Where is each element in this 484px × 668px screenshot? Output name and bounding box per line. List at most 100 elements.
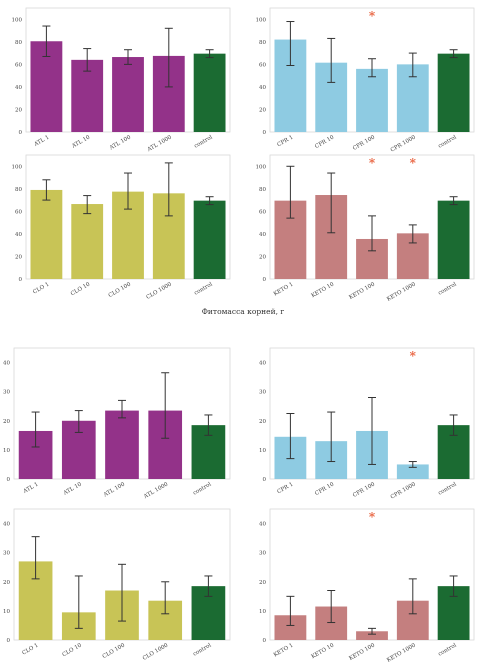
chart-panel: 0 20 40 60 80 100 CPR 1 CPR 10 CPR 100 CPR 1000 co… [256,7,475,154]
x-tick-label: control [437,134,457,149]
y-tick-label: 40 [15,232,22,238]
y-tick-label: 10 [259,609,266,615]
y-tick-label: 30 [3,551,10,557]
y-tick-label: 60 [259,209,266,215]
x-tick-label: CPR 1 [276,482,294,496]
y-tick-label: 100 [256,164,267,170]
y-tick-label: 0 [263,638,267,644]
x-tick-label: control [437,281,457,296]
y-tick-label: 100 [256,17,267,23]
chart-panel: 0 10 20 30 40 CLO 1 CLO 10 CLO 100 CLO 1000 contr… [3,508,231,662]
bar [356,68,388,132]
bar [437,53,470,133]
y-tick-label: 30 [3,390,10,396]
bar [71,59,104,132]
y-tick-label: 100 [12,164,23,170]
bar [396,464,429,479]
x-tick-label: CLO 1000 [145,281,173,301]
x-tick-label: control [193,134,213,149]
section-title: Фитомасса корней, г [202,307,285,316]
x-tick-label: CPR 10 [314,481,335,497]
x-tick-label: KETO 1 [273,643,295,659]
y-tick-label: 20 [15,107,22,113]
significance-star: * [410,156,417,170]
y-tick-label: 10 [3,609,10,615]
chart-panel: 0 20 40 60 80 100 CLO 1 CLO 10 CLO 100 CLO 1000 co… [12,154,231,301]
bar [112,57,144,132]
y-tick-label: 30 [259,390,266,396]
bar [30,189,63,279]
y-tick-label: 40 [3,361,10,367]
y-tick-label: 40 [259,85,266,91]
y-tick-label: 20 [259,419,266,425]
x-tick-label: ATL 10 [70,134,91,150]
y-tick-label: 20 [3,419,10,425]
x-tick-label: CLO 1 [21,643,39,657]
x-tick-label: CPR 1000 [390,134,418,153]
x-tick-label: KETO 100 [348,281,376,301]
y-tick-label: 20 [259,580,266,586]
x-tick-label: control [437,481,457,496]
x-tick-label: control [437,642,457,657]
chart-panel: 0 20 40 60 80 100 ATL 1 ATL 10 ATL 100 ATL 1000 co… [12,7,231,154]
y-tick-label: 30 [259,551,266,557]
chart-panel: 0 20 40 60 80 100 KETO 1 KETO 10 KETO 100 KETO 10… [256,154,475,303]
y-tick-label: 80 [259,187,266,193]
y-tick-label: 0 [263,277,267,283]
x-tick-label: KETO 1 [273,282,295,298]
x-tick-label: ATL 1 [22,482,40,496]
x-tick-label: CPR 1000 [390,481,418,500]
x-tick-label: CLO 10 [70,281,92,297]
bar [437,200,470,279]
x-tick-label: ATL 100 [108,134,132,152]
y-tick-label: 60 [15,209,22,215]
x-tick-label: ATL 1000 [142,481,169,500]
y-tick-label: 40 [259,522,266,528]
x-tick-label: CLO 1000 [142,642,170,662]
y-tick-label: 60 [259,62,266,68]
y-tick-label: 20 [15,254,22,260]
x-tick-label: control [192,642,212,657]
chart-panel: 0 10 20 30 40 KETO 1 KETO 10 KETO 100 KETO 1000 c… [259,508,475,664]
y-tick-label: 40 [3,522,10,528]
y-tick-label: 60 [15,62,22,68]
x-tick-label: ATL 100 [102,481,126,499]
significance-star: * [369,156,376,170]
y-tick-label: 40 [259,361,266,367]
x-tick-label: CLO 100 [108,281,133,299]
y-tick-label: 80 [15,187,22,193]
x-tick-label: KETO 10 [310,281,335,299]
y-tick-label: 100 [12,17,23,23]
significance-star: * [369,9,376,23]
x-tick-label: CLO 1 [32,282,50,296]
y-tick-label: 0 [7,638,11,644]
x-tick-label: KETO 1000 [386,281,417,302]
y-tick-label: 0 [7,477,11,483]
y-tick-label: 20 [259,254,266,260]
y-tick-label: 10 [259,448,266,454]
y-tick-label: 40 [259,232,266,238]
y-tick-label: 20 [3,580,10,586]
x-tick-label: CLO 100 [102,642,127,660]
bar [105,410,139,479]
x-tick-label: CPR 100 [352,134,376,152]
y-tick-label: 80 [259,40,266,46]
bar [71,204,104,279]
y-tick-label: 0 [263,477,267,483]
y-tick-label: 0 [19,130,23,136]
y-tick-label: 80 [15,40,22,46]
y-tick-label: 40 [15,85,22,91]
chart-panel: 0 10 20 30 40 CPR 1 CPR 10 CPR 100 CPR 1000 contr… [259,347,475,501]
bar [356,631,388,640]
x-tick-label: CLO 10 [62,642,84,658]
x-tick-label: CPR 10 [314,134,335,150]
x-tick-label: ATL 1 [32,135,50,149]
y-tick-label: 0 [19,277,23,283]
bar [193,200,226,279]
bar [193,53,226,133]
x-tick-label: CPR 1 [276,135,294,149]
x-tick-label: ATL 10 [62,481,83,497]
y-tick-label: 0 [263,130,267,136]
x-tick-label: CPR 100 [352,481,376,499]
